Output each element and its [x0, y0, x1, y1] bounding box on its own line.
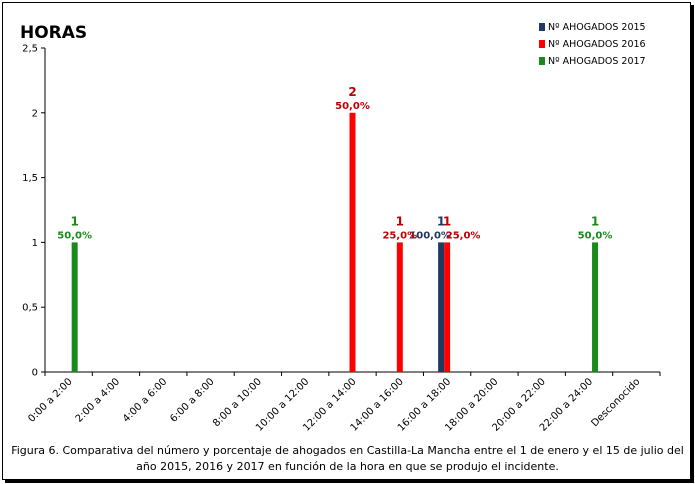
x-tick-label: 8:00 a 10:00: [211, 376, 264, 429]
chart-title: HORAS: [20, 23, 87, 43]
bar: [592, 242, 599, 372]
value-label: 1: [591, 214, 599, 228]
legend-entry: Nº AHOGADOS 2017: [548, 56, 646, 67]
percent-label: 50,0%: [57, 230, 92, 241]
y-tick-label: 0,5: [22, 303, 38, 314]
y-tick-label: 0: [32, 368, 38, 379]
value-label: 1: [443, 214, 451, 228]
bar: [438, 242, 445, 372]
chart-frame: [2, 2, 691, 480]
percent-label: 25,0%: [446, 230, 481, 241]
legend-entry: Nº AHOGADOS 2015: [548, 22, 646, 33]
percent-label: 100,0%: [409, 230, 451, 241]
legend-swatch: [539, 57, 545, 65]
y-tick-label: 1: [32, 238, 38, 249]
x-tick-label: Desconocido: [590, 376, 643, 429]
x-tick-label: 0:00 a 2:00: [26, 376, 74, 424]
y-tick-label: 2,5: [22, 44, 38, 55]
bar: [444, 242, 451, 372]
x-tick-label: 6:00 a 8:00: [168, 376, 216, 424]
y-tick-label: 2: [32, 108, 38, 119]
figure-caption: Figura 6. Comparativa del número y porce…: [11, 444, 684, 473]
y-tick-label: 1,5: [22, 173, 38, 184]
percent-label: 50,0%: [335, 101, 370, 112]
x-tick-label: 4:00 a 6:00: [121, 376, 169, 424]
legend: Nº AHOGADOS 2015 Nº AHOGADOS 2016 Nº AHOGA…: [539, 22, 646, 67]
value-label: 1: [437, 214, 445, 228]
bar: [349, 112, 356, 373]
value-label: 1: [70, 214, 78, 228]
legend-swatch: [539, 40, 545, 48]
x-tick-label: 2:00 a 4:00: [74, 376, 122, 424]
bars: [71, 112, 599, 373]
value-label: 1: [396, 214, 404, 228]
legend-entry: Nº AHOGADOS 2016: [548, 39, 646, 50]
percent-label: 50,0%: [578, 230, 613, 241]
bar: [71, 242, 78, 372]
percent-label: 25,0%: [382, 230, 417, 241]
legend-swatch: [539, 23, 545, 31]
bar: [396, 242, 403, 372]
value-label: 2: [348, 85, 356, 99]
